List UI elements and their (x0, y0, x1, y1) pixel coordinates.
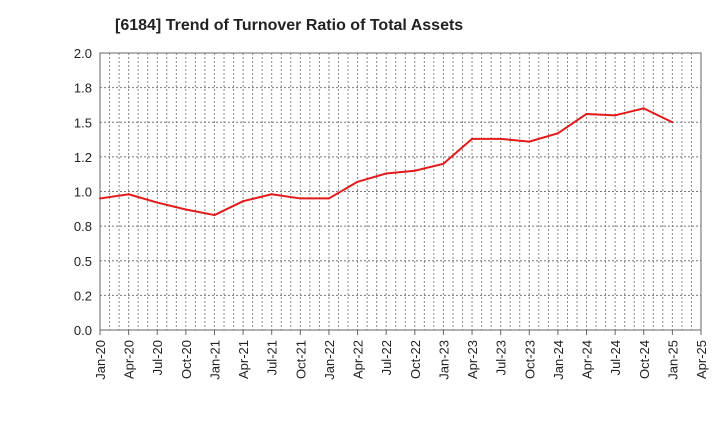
data-point (127, 193, 130, 196)
data-point (184, 208, 187, 211)
x-tick-label: Jan-25 (665, 340, 680, 380)
x-tick-label: Jan-24 (551, 340, 566, 380)
x-tick-label: Jul-20 (150, 340, 165, 375)
data-point (642, 107, 645, 110)
x-tick-label: Oct-21 (293, 340, 308, 379)
data-point (556, 132, 559, 135)
data-point (356, 180, 359, 183)
y-axis: 0.0 0.2 0.5 0.8 1.0 1.2 1.5 1.8 2.0 (74, 46, 92, 338)
data-point (528, 140, 531, 143)
x-tick-label: Oct-20 (179, 340, 194, 379)
x-tick-label: Apr-21 (236, 340, 251, 379)
y-tick-label: 1.2 (74, 150, 92, 165)
y-tick-label: 1.8 (74, 81, 92, 96)
data-point (671, 121, 674, 124)
x-axis: Jan-20 Apr-20 Jul-20 Oct-20 Jan-21 Apr-21 Jul-… (93, 330, 709, 380)
data-point (156, 201, 159, 204)
data-point (242, 200, 245, 203)
data-point (614, 114, 617, 117)
y-tick-label: 0.0 (74, 323, 92, 338)
data-point (299, 197, 302, 200)
data-point (99, 197, 101, 200)
y-tick-label: 2.0 (74, 46, 92, 61)
x-tick-label: Apr-23 (465, 340, 480, 379)
chart-title: [6184] Trend of Turnover Ratio of Total … (115, 17, 463, 34)
x-tick-label: Jan-21 (207, 340, 222, 380)
x-tick-label: Oct-23 (522, 340, 537, 379)
data-point (585, 112, 588, 115)
grid (100, 53, 701, 330)
data-point (413, 169, 416, 172)
y-tick-label: 1.0 (74, 185, 92, 200)
x-tick-label: Oct-24 (637, 340, 652, 379)
data-point (442, 162, 445, 165)
series-layer (99, 107, 674, 217)
x-tick-label: Apr-22 (351, 340, 366, 379)
x-tick-label: Jan-23 (436, 340, 451, 380)
x-tick-label: Oct-22 (408, 340, 423, 379)
y-tick-label: 0.8 (74, 219, 92, 234)
data-point (270, 193, 273, 196)
data-point (471, 137, 474, 140)
data-point (385, 172, 388, 175)
x-tick-label: Jul-24 (608, 340, 623, 375)
x-tick-label: Apr-20 (122, 340, 137, 379)
data-point (213, 214, 216, 217)
plot-area (99, 52, 702, 331)
y-tick-label: 0.2 (74, 288, 92, 303)
y-tick-label: 1.5 (74, 115, 92, 130)
data-point (499, 137, 502, 140)
data-point (327, 197, 330, 200)
x-tick-label: Jan-20 (93, 340, 108, 380)
x-tick-label: Jul-23 (494, 340, 509, 375)
x-tick-label: Jul-21 (265, 340, 280, 375)
x-tick-label: Jul-22 (379, 340, 394, 375)
x-tick-label: Apr-24 (580, 340, 595, 379)
x-tick-label: Apr-25 (694, 340, 709, 379)
y-tick-label: 0.5 (74, 254, 92, 269)
x-tick-label: Jan-22 (322, 340, 337, 380)
